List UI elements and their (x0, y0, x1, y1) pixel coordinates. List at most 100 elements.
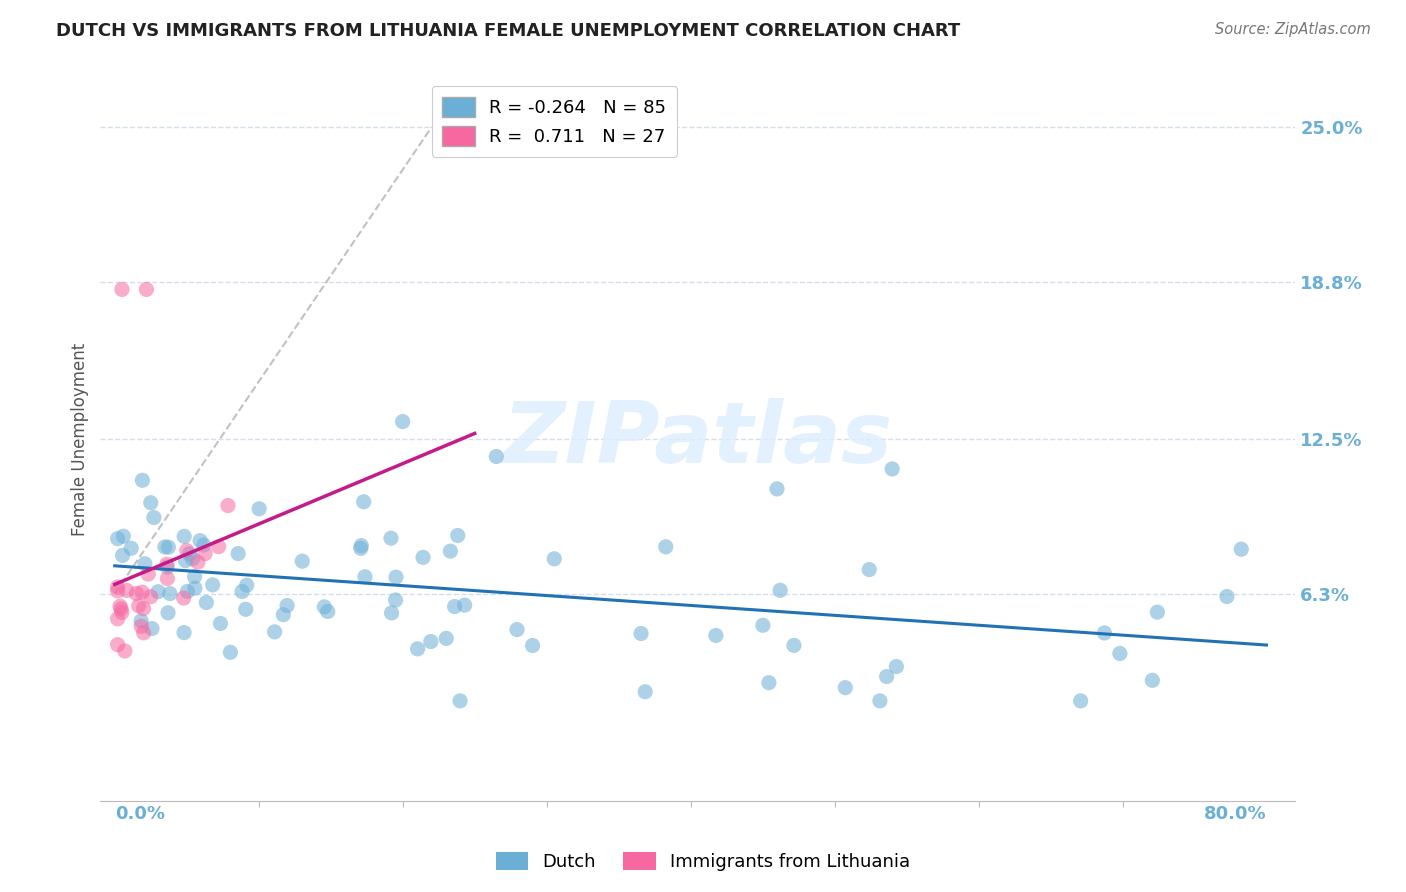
Point (120, 541, 142, 556)
Point (139, 496, 162, 510)
Point (886, 659, 908, 673)
Point (219, 645, 242, 659)
Point (235, 602, 257, 616)
Point (354, 570, 377, 584)
Point (107, 580, 129, 594)
Point (449, 694, 471, 708)
Point (184, 581, 207, 595)
Point (273, 607, 295, 622)
Point (195, 595, 218, 609)
Point (132, 601, 155, 615)
Point (485, 450, 508, 464)
Point (758, 675, 780, 690)
Point (173, 529, 195, 543)
Legend: Dutch, Immigrants from Lithuania: Dutch, Immigrants from Lithuania (488, 845, 918, 879)
Point (156, 572, 179, 586)
Point (173, 625, 195, 640)
Point (128, 599, 150, 613)
Point (783, 639, 806, 653)
Point (1216, 590, 1239, 604)
Point (1142, 673, 1164, 688)
Point (139, 590, 162, 604)
Point (353, 495, 375, 509)
Point (107, 532, 129, 546)
Point (176, 584, 198, 599)
Point (834, 681, 856, 695)
Point (209, 616, 232, 631)
Point (114, 644, 136, 658)
Point (443, 599, 465, 614)
Point (107, 638, 129, 652)
Point (380, 531, 402, 545)
Point (247, 501, 270, 516)
Point (132, 625, 155, 640)
Point (142, 510, 165, 524)
Point (1070, 694, 1092, 708)
Point (439, 544, 461, 558)
Point (858, 563, 880, 577)
Point (447, 528, 470, 542)
Point (314, 599, 336, 614)
Point (129, 619, 152, 633)
Point (419, 634, 441, 648)
Point (231, 584, 253, 599)
Point (176, 543, 198, 558)
Point (135, 282, 157, 296)
Point (183, 569, 205, 583)
Point (125, 586, 148, 600)
Point (704, 628, 727, 642)
Point (869, 694, 891, 708)
Point (350, 541, 373, 556)
Text: DUTCH VS IMMIGRANTS FROM LITHUANIA FEMALE UNEMPLOYMENT CORRELATION CHART: DUTCH VS IMMIGRANTS FROM LITHUANIA FEMAL… (56, 22, 960, 40)
Point (316, 605, 339, 619)
Point (1230, 542, 1253, 557)
Y-axis label: Female Unemployment: Female Unemployment (72, 343, 89, 536)
Point (453, 598, 475, 612)
Point (187, 555, 209, 569)
Point (276, 599, 298, 613)
Point (107, 583, 129, 598)
Point (752, 618, 775, 632)
Point (111, 282, 134, 296)
Point (385, 570, 408, 584)
Point (263, 624, 285, 639)
Point (1094, 626, 1116, 640)
Point (1146, 605, 1168, 619)
Point (157, 540, 180, 554)
Point (406, 641, 429, 656)
Point (350, 539, 373, 553)
Point (194, 547, 217, 561)
Point (129, 614, 152, 628)
Point (201, 578, 224, 592)
Point (193, 538, 215, 552)
Point (111, 606, 134, 620)
Text: ZIPatlas: ZIPatlas (503, 398, 893, 481)
Point (115, 583, 138, 598)
Point (766, 482, 789, 496)
Point (226, 547, 249, 561)
Point (634, 685, 657, 699)
Point (384, 593, 406, 607)
Point (188, 533, 211, 548)
Point (131, 585, 153, 599)
Point (134, 557, 156, 571)
Point (156, 560, 179, 574)
Text: Source: ZipAtlas.com: Source: ZipAtlas.com (1215, 22, 1371, 37)
Point (412, 550, 434, 565)
Point (146, 584, 169, 599)
Point (179, 547, 201, 561)
Point (136, 567, 159, 582)
Point (434, 632, 457, 646)
Point (543, 551, 565, 566)
Point (380, 606, 402, 620)
Point (156, 558, 179, 572)
Point (111, 549, 134, 563)
Point (110, 602, 132, 616)
Point (157, 606, 180, 620)
Point (141, 622, 163, 636)
Point (159, 586, 181, 600)
Point (217, 499, 239, 513)
Point (108, 599, 131, 614)
Point (630, 626, 652, 640)
Point (174, 554, 197, 568)
